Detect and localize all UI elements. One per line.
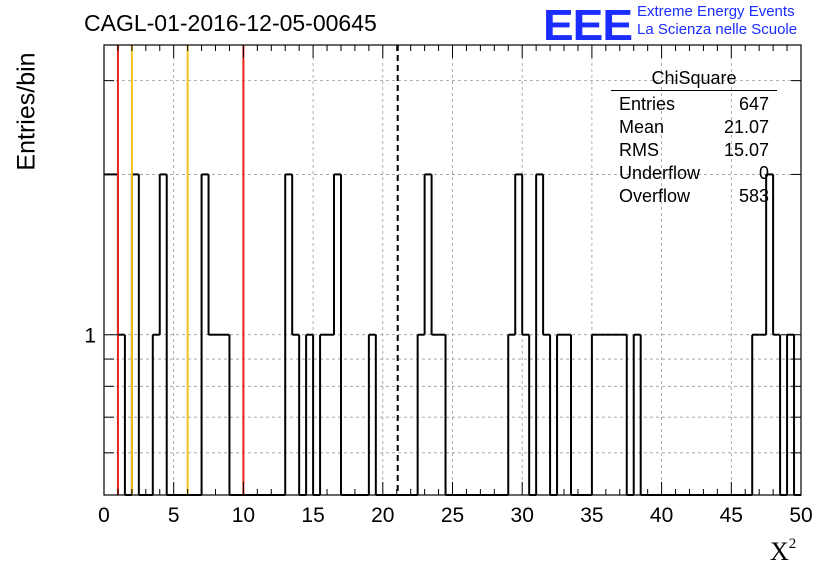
x-tick-label: 25 xyxy=(441,504,464,527)
histogram-bins xyxy=(104,173,801,496)
threshold-lines xyxy=(116,45,399,495)
stats-row: RMS 15.07 xyxy=(611,139,777,162)
stats-row: Underflow 0 xyxy=(611,162,777,185)
axis-ticks xyxy=(103,45,802,495)
stats-label: RMS xyxy=(619,140,659,160)
stats-row: Entries 647 xyxy=(611,93,777,116)
stats-label: Mean xyxy=(619,117,665,137)
y-axis-label: Entries/bin xyxy=(12,52,41,171)
logo-caption: Extreme Energy Events La Scienza nelle S… xyxy=(637,3,797,39)
stats-value: 21.07 xyxy=(723,117,769,137)
stats-row: Mean 21.07 xyxy=(611,116,777,139)
logo-line-2: La Scienza nelle Scuole xyxy=(637,21,798,38)
stats-label: Entries xyxy=(619,94,676,114)
x-tick-label: 40 xyxy=(650,504,673,527)
stats-label: Overflow xyxy=(619,186,691,206)
x-tick-label: 15 xyxy=(301,504,324,527)
stats-value: 0 xyxy=(758,163,769,183)
x-tick-label: 50 xyxy=(789,504,812,527)
stats-value: 15.07 xyxy=(723,140,769,160)
stats-label: Underflow xyxy=(619,163,701,183)
x-tick-label: 0 xyxy=(98,504,110,527)
x-axis-label: X2 xyxy=(770,536,796,567)
stats-value: 647 xyxy=(738,94,769,114)
stats-box: ChiSquare Entries 647 Mean 21.07 RMS 15.07 Und… xyxy=(611,68,777,208)
x-tick-label: 30 xyxy=(511,504,534,527)
x-axis-label-base: X xyxy=(770,537,789,566)
y-tick-label: 1 xyxy=(84,325,96,348)
x-tick-label: 20 xyxy=(371,504,394,527)
eee-logo: EEE xyxy=(543,0,633,50)
stats-rows: Entries 647 Mean 21.07 RMS 15.07 Underflow 0 Ove… xyxy=(611,93,777,208)
stats-row: Overflow 583 xyxy=(611,185,777,208)
chart-title: CAGL-01-2016-12-05-00645 xyxy=(84,10,377,36)
stats-value: 583 xyxy=(738,186,769,206)
tick-labels: 0 5 10 15 20 25 30 35 40 45 50 1 xyxy=(84,325,812,527)
x-axis-label-exponent: 2 xyxy=(788,536,797,552)
x-tick-label: 35 xyxy=(580,504,603,527)
logo-line-1: Extreme Energy Events xyxy=(637,3,795,20)
stats-title: ChiSquare xyxy=(611,68,777,91)
x-tick-label: 5 xyxy=(168,504,180,527)
x-tick-label: 10 xyxy=(232,504,255,527)
x-tick-label: 45 xyxy=(720,504,743,527)
